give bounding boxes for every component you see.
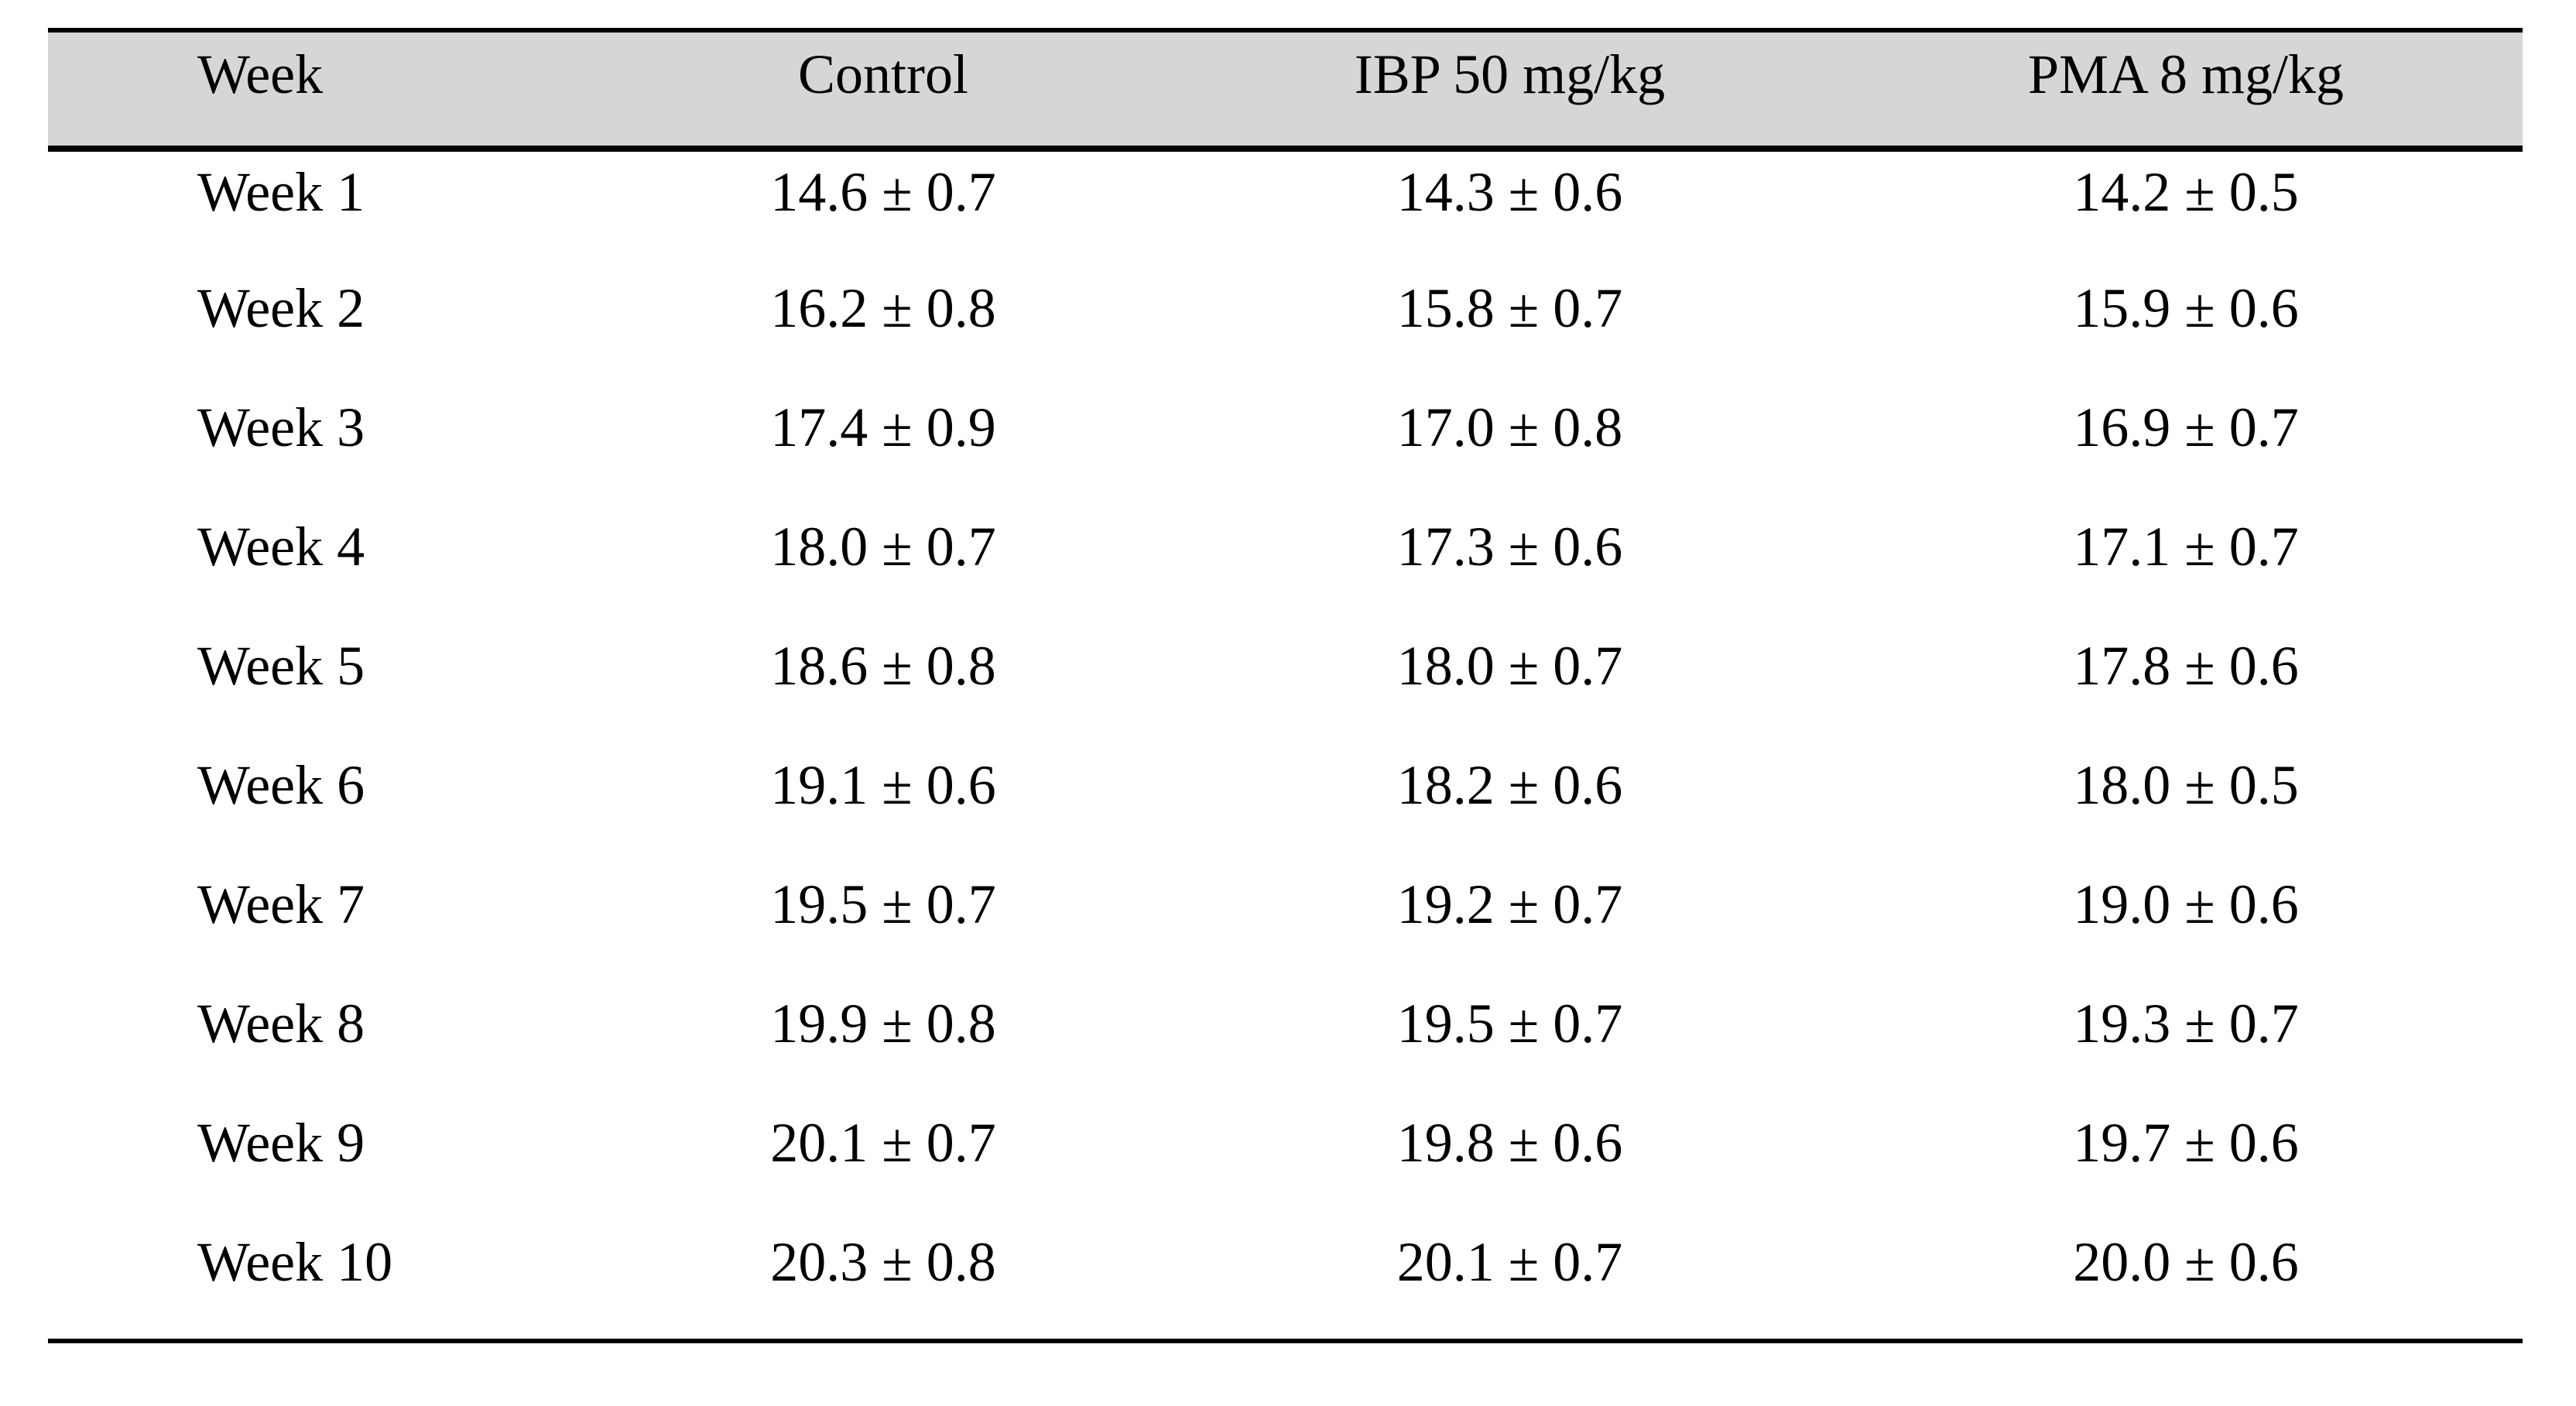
cell-ibp: 18.2 ± 0.6 [1396, 754, 1623, 816]
table-row: Week 7 19.5 ± 0.7 19.2 ± 0.7 19.0 ± 0.6 [48, 864, 2523, 983]
cell-control: 20.3 ± 0.8 [770, 1231, 996, 1293]
cell-pma: 18.0 ± 0.5 [2073, 754, 2299, 816]
table-row: Week 9 20.1 ± 0.7 19.8 ± 0.6 19.7 ± 0.6 [48, 1103, 2523, 1222]
table-row: Week 5 18.6 ± 0.8 18.0 ± 0.7 17.8 ± 0.6 [48, 626, 2523, 745]
header-row: Week Control IBP 50 mg/kg PMA 8 mg/kg [48, 30, 2523, 149]
cell-ibp: 19.8 ± 0.6 [1396, 1112, 1623, 1174]
header-cell-pma: PMA 8 mg/kg [2027, 43, 2345, 105]
cell-ibp: 14.3 ± 0.6 [1396, 161, 1623, 223]
cell-pma: 16.9 ± 0.7 [2073, 396, 2299, 458]
cell-week: Week 7 [197, 873, 365, 935]
table-row: Week 1 14.6 ± 0.7 14.3 ± 0.6 14.2 ± 0.5 [48, 149, 2523, 268]
cell-week: Week 10 [197, 1231, 393, 1293]
cell-control: 16.2 ± 0.8 [770, 277, 996, 339]
table-head: Week Control IBP 50 mg/kg PMA 8 mg/kg [48, 30, 2523, 149]
table-row: Week 6 19.1 ± 0.6 18.2 ± 0.6 18.0 ± 0.5 [48, 745, 2523, 864]
cell-control: 19.1 ± 0.6 [770, 754, 996, 816]
cell-pma: 19.3 ± 0.7 [2073, 993, 2299, 1054]
cell-ibp: 17.3 ± 0.6 [1396, 516, 1623, 578]
cell-control: 18.6 ± 0.8 [770, 635, 996, 697]
table-body: Week 1 14.6 ± 0.7 14.3 ± 0.6 14.2 ± 0.5 … [48, 149, 2523, 1341]
header-cell-control: Control [797, 43, 968, 105]
table-row: Week 2 16.2 ± 0.8 15.8 ± 0.7 15.9 ± 0.6 [48, 268, 2523, 387]
cell-pma: 17.8 ± 0.6 [2073, 635, 2299, 697]
cell-control: 20.1 ± 0.7 [770, 1112, 996, 1174]
cell-control: 14.6 ± 0.7 [770, 161, 996, 223]
cell-week: Week 1 [197, 161, 365, 223]
cell-ibp: 18.0 ± 0.7 [1396, 635, 1623, 697]
cell-pma: 15.9 ± 0.6 [2073, 277, 2299, 339]
cell-ibp: 15.8 ± 0.7 [1396, 277, 1623, 339]
cell-control: 18.0 ± 0.7 [770, 516, 996, 578]
cell-ibp: 20.1 ± 0.7 [1396, 1231, 1623, 1293]
cell-week: Week 5 [197, 635, 365, 697]
cell-week: Week 3 [197, 396, 365, 458]
cell-ibp: 19.5 ± 0.7 [1396, 993, 1623, 1054]
table-row: Week 3 17.4 ± 0.9 17.0 ± 0.8 16.9 ± 0.7 [48, 387, 2523, 506]
cell-pma: 19.0 ± 0.6 [2073, 873, 2299, 935]
cell-control: 19.9 ± 0.8 [770, 993, 996, 1054]
cell-week: Week 8 [197, 993, 365, 1054]
cell-pma: 17.1 ± 0.7 [2073, 516, 2299, 578]
cell-pma: 19.7 ± 0.6 [2073, 1112, 2299, 1174]
table-figure: Week Control IBP 50 mg/kg PMA 8 mg/kg We… [48, 28, 2523, 1343]
cell-ibp: 19.2 ± 0.7 [1396, 873, 1623, 935]
header-cell-week: Week [197, 43, 324, 105]
table-row: Week 4 18.0 ± 0.7 17.3 ± 0.6 17.1 ± 0.7 [48, 506, 2523, 626]
cell-ibp: 17.0 ± 0.8 [1396, 396, 1623, 458]
data-table: Week Control IBP 50 mg/kg PMA 8 mg/kg We… [48, 28, 2523, 1343]
cell-week: Week 9 [197, 1112, 365, 1174]
cell-week: Week 2 [197, 277, 365, 339]
cell-pma: 20.0 ± 0.6 [2073, 1231, 2299, 1293]
cell-control: 17.4 ± 0.9 [770, 396, 996, 458]
cell-control: 19.5 ± 0.7 [770, 873, 996, 935]
table-row: Week 8 19.9 ± 0.8 19.5 ± 0.7 19.3 ± 0.7 [48, 983, 2523, 1103]
cell-week: Week 4 [197, 516, 365, 578]
cell-week: Week 6 [197, 754, 365, 816]
table-row: Week 10 20.3 ± 0.8 20.1 ± 0.7 20.0 ± 0.6 [48, 1222, 2523, 1341]
header-cell-ibp: IBP 50 mg/kg [1354, 43, 1666, 105]
cell-pma: 14.2 ± 0.5 [2073, 161, 2299, 223]
